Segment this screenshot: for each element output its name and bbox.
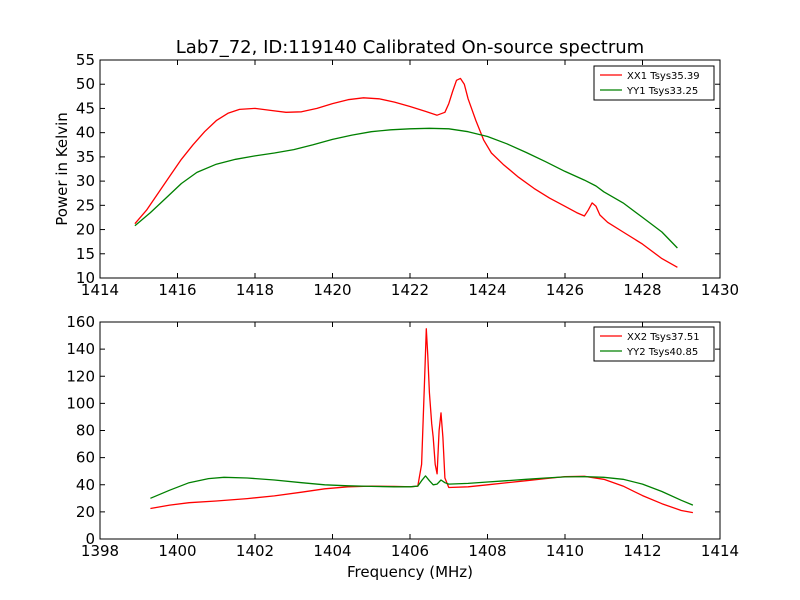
y-tick-label: 140 [66, 340, 95, 358]
x-tick-label: 1414 [81, 281, 119, 299]
legend-label: XX1 Tsys35.39 [627, 71, 700, 82]
x-axis-label: Frequency (MHz) [347, 563, 473, 581]
x-tick-label: 1424 [468, 281, 506, 299]
series-line-yy1 [134, 127, 678, 249]
x-tick-label: 1408 [468, 542, 506, 560]
y-tick-label: 10 [76, 269, 95, 287]
legend-frame [593, 326, 715, 362]
legend-label: XX2 Tsys37.51 [627, 332, 700, 343]
x-tick-label: 1410 [546, 542, 584, 560]
y-tick-label: 120 [66, 367, 95, 385]
x-tick-label: 1414 [701, 542, 739, 560]
plots-layer: 1414 1416 1418 1420 1422 1424 1426 1428 1430 10 15… [66, 51, 739, 560]
x-tick-label: 1428 [623, 281, 661, 299]
y-tick-label: 45 [76, 99, 95, 117]
x-tick-label: 1404 [313, 542, 351, 560]
y-tick-label: 80 [76, 422, 95, 440]
y-tick-label: 35 [76, 148, 95, 166]
y-axis-label: Power in Kelvin [53, 112, 71, 226]
y-tick-label: 25 [76, 196, 95, 214]
x-tick-label: 1426 [546, 281, 584, 299]
x-tick-label: 1400 [158, 542, 196, 560]
series-line-yy2 [150, 475, 694, 506]
plot-1: 1414 1416 1418 1420 1422 1424 1426 1428 1430 10 15… [76, 51, 739, 299]
plot-2: 1398 1400 1402 1404 1406 1408 1410 1412 1414 0 20 4… [66, 313, 739, 560]
y-tick-label: 100 [66, 394, 95, 412]
y-tick-label: 20 [76, 503, 95, 521]
chart-title: Lab7_72, ID:119140 Calibrated On-source … [176, 37, 644, 58]
y-tick-label: 40 [76, 476, 95, 494]
x-tick-label: 1418 [236, 281, 274, 299]
x-tick-label: 1406 [391, 542, 429, 560]
x-tick-label: 1412 [623, 542, 661, 560]
y-tick-label: 30 [76, 172, 95, 190]
legend-label: YY2 Tsys40.85 [626, 347, 698, 358]
legend-2: XX2 Tsys37.51 YY2 Tsys40.85 [593, 326, 715, 362]
y-tick-label: 60 [76, 449, 95, 467]
y-tick-label: 15 [76, 245, 95, 263]
legend-frame [593, 65, 715, 101]
x-tick-label: 1430 [701, 281, 739, 299]
y-tick-label: 50 [76, 75, 95, 93]
x-tick-label: 1416 [158, 281, 196, 299]
x-tick-label: 1422 [391, 281, 429, 299]
series-line-xx1 [134, 77, 678, 268]
x-tick-label: 1402 [236, 542, 274, 560]
legend-1: XX1 Tsys35.39 YY1 Tsys33.25 [593, 65, 715, 101]
x-tick-label: 1398 [81, 542, 119, 560]
legend-label: YY1 Tsys33.25 [626, 86, 698, 97]
y-tick-label: 0 [85, 530, 95, 548]
y-tick-label: 20 [76, 221, 95, 239]
x-tick-label: 1420 [313, 281, 351, 299]
y-tick-label: 55 [76, 51, 95, 69]
y-tick-label: 40 [76, 124, 95, 142]
y-tick-label: 160 [66, 313, 95, 331]
